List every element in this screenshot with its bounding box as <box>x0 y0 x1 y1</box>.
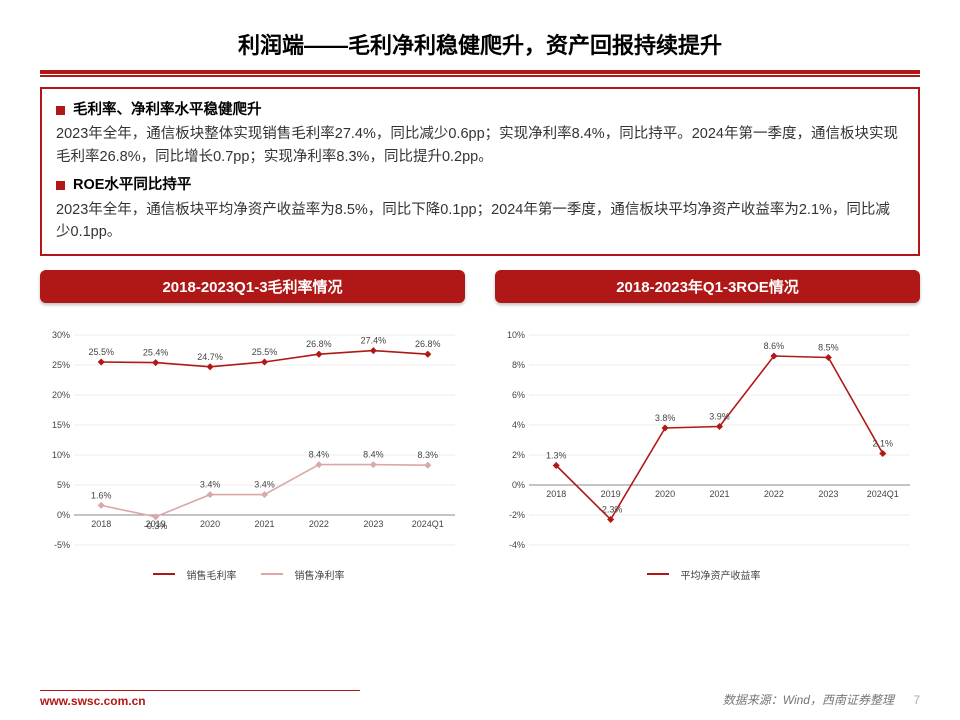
svg-text:3.9%: 3.9% <box>709 411 730 421</box>
svg-text:8.3%: 8.3% <box>418 450 439 460</box>
svg-text:1.3%: 1.3% <box>546 450 567 460</box>
chart1-legend: 销售毛利率销售净利率 <box>40 567 465 582</box>
svg-text:2021: 2021 <box>254 519 274 529</box>
svg-text:27.4%: 27.4% <box>361 335 387 345</box>
svg-text:8.6%: 8.6% <box>764 341 785 351</box>
svg-text:5%: 5% <box>57 480 70 490</box>
slide-root: 利润端——毛利净利稳健爬升，资产回报持续提升 毛利率、净利率水平稳健爬升 202… <box>0 0 960 720</box>
footer-page: 7 <box>913 693 920 707</box>
summary-body-2: 2023年全年，通信板块平均净资产收益率为8.5%，同比下降0.1pp；2024… <box>56 199 904 244</box>
chart1-area: -5%0%5%10%15%20%25%30%201820192020202120… <box>40 317 465 567</box>
svg-text:-2%: -2% <box>509 510 525 520</box>
svg-text:0%: 0% <box>512 480 525 490</box>
chart-right-col: 2018-2023年Q1-3ROE情况 -4% -2% 0% 2% 4% 6% 8% 10% 2… <box>495 270 920 582</box>
svg-text:2019: 2019 <box>601 489 621 499</box>
svg-text:10%: 10% <box>52 450 70 460</box>
summary-heading-1: 毛利率、净利率水平稳健爬升 <box>56 99 904 121</box>
svg-text:3.4%: 3.4% <box>254 479 275 489</box>
svg-text:8.4%: 8.4% <box>309 449 330 459</box>
svg-text:10%: 10% <box>507 330 525 340</box>
svg-text:26.8%: 26.8% <box>415 339 441 349</box>
svg-text:4%: 4% <box>512 420 525 430</box>
svg-text:3.4%: 3.4% <box>200 479 221 489</box>
divider-top2 <box>40 75 920 77</box>
charts-row: 2018-2023Q1-3毛利率情况 -5% 0% 5% 10% 15% 20% 25% 30… <box>40 270 920 582</box>
summary-box: 毛利率、净利率水平稳健爬升 2023年全年，通信板块整体实现销售毛利率27.4%… <box>40 87 920 256</box>
svg-text:-2.3%: -2.3% <box>599 504 623 514</box>
svg-text:2024Q1: 2024Q1 <box>867 489 899 499</box>
footer: www.swsc.com.cn 数据来源：Wind，西南证券整理 7 <box>40 690 920 708</box>
chart1-title: 2018-2023Q1-3毛利率情况 <box>40 270 465 303</box>
svg-text:20%: 20% <box>52 390 70 400</box>
svg-text:2020: 2020 <box>200 519 220 529</box>
svg-text:2023: 2023 <box>363 519 383 529</box>
svg-text:-5%: -5% <box>54 540 70 550</box>
svg-text:-0.3%: -0.3% <box>144 521 168 531</box>
summary-heading-2: ROE水平同比持平 <box>56 174 904 196</box>
footer-right: 数据来源：Wind，西南证券整理 7 <box>723 691 920 708</box>
svg-text:15%: 15% <box>52 420 70 430</box>
chart2-svg: -4% -2% 0% 2% 4% 6% 8% 10% 2018 2019 2020 2021 2022 2… <box>495 317 920 567</box>
svg-text:24.7%: 24.7% <box>197 352 223 362</box>
chart2-title: 2018-2023年Q1-3ROE情况 <box>495 270 920 303</box>
footer-source: 数据来源：Wind，西南证券整理 <box>723 693 894 707</box>
svg-text:26.8%: 26.8% <box>306 339 332 349</box>
svg-text:-4%: -4% <box>509 540 525 550</box>
svg-text:2023: 2023 <box>818 489 838 499</box>
chart-left-col: 2018-2023Q1-3毛利率情况 -5% 0% 5% 10% 15% 20% 25% 30… <box>40 270 465 582</box>
svg-text:2022: 2022 <box>764 489 784 499</box>
svg-text:8.4%: 8.4% <box>363 449 384 459</box>
chart1-svg: -5%0%5%10%15%20%25%30%201820192020202120… <box>40 317 465 567</box>
svg-text:0%: 0% <box>57 510 70 520</box>
divider-top <box>40 70 920 74</box>
svg-text:1.6%: 1.6% <box>91 490 112 500</box>
svg-text:25.5%: 25.5% <box>252 347 278 357</box>
svg-text:2021: 2021 <box>709 489 729 499</box>
svg-text:2020: 2020 <box>655 489 675 499</box>
svg-text:2%: 2% <box>512 450 525 460</box>
svg-text:2022: 2022 <box>309 519 329 529</box>
chart2-area: -4% -2% 0% 2% 4% 6% 8% 10% 2018 2019 2020 2021 2022 2… <box>495 317 920 567</box>
svg-text:8.5%: 8.5% <box>818 342 839 352</box>
chart2-legend: 平均净资产收益率 <box>495 567 920 582</box>
svg-text:3.8%: 3.8% <box>655 413 676 423</box>
summary-body-1: 2023年全年，通信板块整体实现销售毛利率27.4%，同比减少0.6pp；实现净… <box>56 123 904 168</box>
page-title: 利润端——毛利净利稳健爬升，资产回报持续提升 <box>40 20 920 70</box>
svg-text:2018: 2018 <box>546 489 566 499</box>
svg-text:2024Q1: 2024Q1 <box>412 519 444 529</box>
footer-url: www.swsc.com.cn <box>40 690 360 708</box>
svg-text:6%: 6% <box>512 390 525 400</box>
svg-text:25%: 25% <box>52 360 70 370</box>
svg-text:30%: 30% <box>52 330 70 340</box>
svg-text:25.4%: 25.4% <box>143 347 169 357</box>
svg-text:8%: 8% <box>512 360 525 370</box>
svg-text:2018: 2018 <box>91 519 111 529</box>
svg-text:2.1%: 2.1% <box>873 438 894 448</box>
svg-text:25.5%: 25.5% <box>88 347 114 357</box>
